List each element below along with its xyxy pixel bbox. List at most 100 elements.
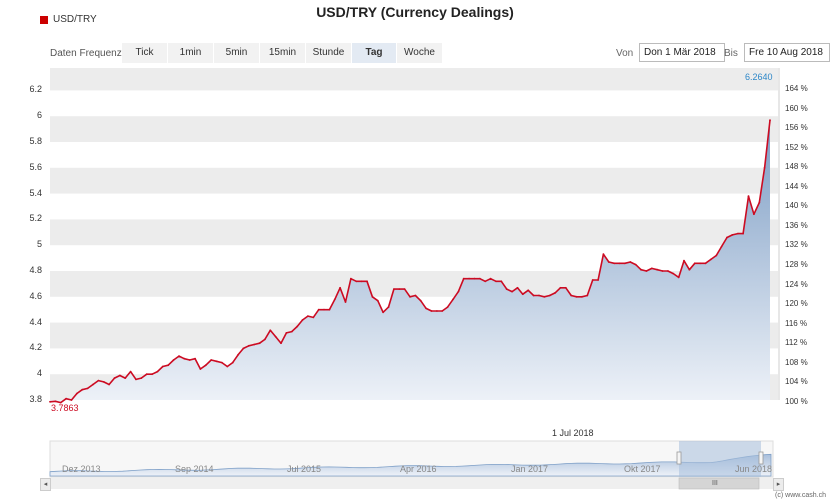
data-point (715, 254, 718, 257)
data-point (97, 379, 100, 382)
data-point (296, 325, 299, 328)
data-point (586, 294, 589, 297)
data-point (145, 373, 148, 376)
y2-tick-label: 120 % (785, 299, 808, 309)
freq-button-1min[interactable]: 1min (168, 43, 213, 63)
data-point (425, 307, 427, 310)
y-tick-label: 4.4 (29, 316, 42, 327)
y-tick-label: 5.8 (29, 136, 42, 146)
y-tick-label: 5.4 (29, 187, 42, 198)
data-point (532, 294, 535, 297)
data-point (81, 388, 84, 391)
scroll-right-button[interactable]: ▸ (773, 478, 784, 491)
data-point (414, 294, 417, 297)
freq-button-tick[interactable]: Tick (122, 43, 167, 63)
y-tick-label: 4.6 (29, 290, 42, 301)
data-point (129, 370, 132, 373)
y2-tick-label: 116 % (785, 318, 808, 328)
navigator-left-handle[interactable] (676, 451, 682, 465)
scrollbar-track[interactable] (50, 478, 773, 489)
data-point (543, 295, 546, 298)
y2-tick-label: 104 % (785, 377, 808, 387)
data-point (479, 277, 481, 280)
data-point (178, 355, 180, 357)
data-point (307, 315, 309, 317)
data-point (446, 306, 449, 308)
freq-button-woche[interactable]: Woche (397, 43, 442, 63)
start-value-label: 3.7863 (51, 403, 79, 413)
data-point (76, 392, 78, 395)
data-point (688, 268, 691, 271)
data-point (441, 310, 444, 312)
data-point (92, 383, 94, 386)
hover-date-label: 1 Jul 2018 (552, 428, 594, 438)
data-point (484, 280, 487, 283)
navigator-right-handle[interactable] (758, 451, 764, 465)
data-point (140, 377, 143, 379)
data-point (409, 295, 411, 298)
y2-tick-label: 136 % (785, 220, 808, 230)
data-point (247, 344, 250, 347)
data-point (495, 280, 497, 283)
legend-item[interactable]: USD/TRY (40, 14, 97, 25)
data-point (350, 277, 352, 280)
data-point (274, 335, 277, 338)
data-point (312, 316, 315, 319)
legend-label: USD/TRY (53, 14, 97, 25)
data-point (736, 232, 739, 235)
scrollbar-thumb[interactable] (678, 477, 760, 490)
data-point (102, 381, 105, 383)
data-point (452, 298, 454, 301)
data-point (323, 308, 325, 311)
data-point (290, 330, 293, 333)
freq-button-15min[interactable]: 15min (260, 43, 305, 63)
data-point (398, 288, 401, 290)
data-point (602, 253, 605, 256)
data-point (119, 374, 121, 377)
data-point (516, 286, 519, 289)
data-point (613, 262, 616, 265)
price-points (49, 119, 771, 404)
data-point (661, 270, 664, 272)
data-point (280, 342, 282, 345)
data-point (113, 377, 116, 379)
freq-button-tag[interactable]: Tag (352, 43, 396, 63)
from-date-input[interactable]: Don 1 Mär 2018 (639, 43, 725, 62)
y2-tick-label: 156 % (785, 123, 808, 133)
data-point (167, 364, 170, 367)
navigator-selection[interactable] (679, 441, 761, 477)
data-point (527, 289, 530, 292)
data-point (683, 259, 685, 262)
data-point (172, 359, 175, 361)
data-point (393, 288, 395, 290)
data-point (570, 294, 573, 297)
navigator-date-label: Sep 2014 (175, 464, 214, 474)
data-point (387, 306, 390, 308)
data-point (618, 262, 621, 265)
data-point (645, 270, 648, 272)
data-point (489, 277, 492, 280)
data-point (333, 298, 336, 301)
y2-tick-label: 100 % (785, 396, 808, 406)
data-point (49, 400, 51, 403)
data-point (457, 290, 460, 293)
freq-button-stunde[interactable]: Stunde (306, 43, 351, 63)
y-tick-label: 3.8 (29, 394, 42, 404)
y-tick-label: 4.8 (29, 265, 42, 275)
scrollbar-grip-icon: III (712, 480, 718, 487)
navigator-date-label: Jan 2017 (511, 464, 549, 474)
data-point (188, 359, 191, 361)
y2-tick-label: 132 % (785, 240, 808, 250)
y2-tick-label: 108 % (785, 357, 808, 367)
data-point (328, 308, 331, 311)
data-point (559, 286, 562, 289)
data-point (210, 359, 213, 361)
data-point (419, 299, 422, 302)
data-point (430, 310, 433, 312)
y-tick-label: 6.2 (29, 84, 42, 95)
data-point (667, 270, 669, 272)
data-point (199, 368, 202, 370)
scroll-left-button[interactable]: ◂ (40, 478, 51, 491)
freq-button-5min[interactable]: 5min (214, 43, 259, 63)
data-point (758, 201, 761, 204)
